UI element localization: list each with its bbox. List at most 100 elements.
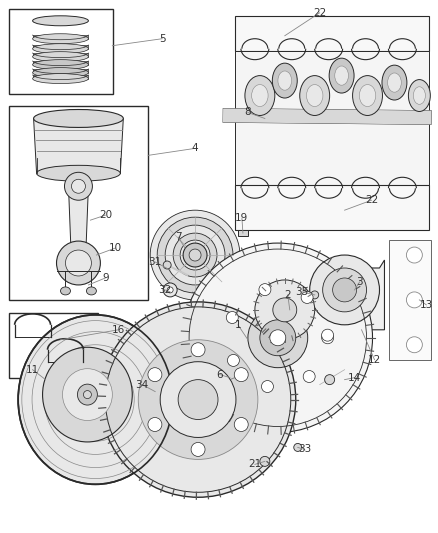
Circle shape [100, 302, 296, 497]
Circle shape [234, 368, 248, 382]
Bar [9, 106, 148, 300]
Polygon shape [34, 118, 124, 173]
Ellipse shape [32, 16, 88, 26]
Ellipse shape [359, 85, 376, 107]
Text: 35: 35 [295, 287, 308, 297]
Ellipse shape [32, 52, 88, 62]
Circle shape [71, 179, 85, 193]
Ellipse shape [272, 63, 297, 98]
Polygon shape [32, 35, 88, 39]
Circle shape [294, 443, 302, 451]
Circle shape [310, 255, 379, 325]
Circle shape [180, 240, 210, 270]
Circle shape [325, 375, 335, 385]
Circle shape [57, 241, 100, 285]
Circle shape [157, 217, 233, 293]
Text: 12: 12 [368, 354, 381, 365]
Ellipse shape [83, 391, 92, 399]
Text: 7: 7 [175, 232, 181, 242]
Circle shape [260, 320, 296, 356]
Polygon shape [32, 69, 88, 72]
Text: 22: 22 [365, 195, 378, 205]
Polygon shape [32, 45, 88, 49]
Text: 19: 19 [235, 213, 248, 223]
Circle shape [163, 261, 171, 269]
Circle shape [183, 243, 207, 267]
Polygon shape [305, 260, 385, 330]
Ellipse shape [86, 287, 96, 295]
Bar [238, 230, 248, 236]
Text: 34: 34 [136, 379, 149, 390]
Polygon shape [389, 240, 431, 360]
Circle shape [260, 456, 270, 466]
Circle shape [191, 442, 205, 456]
Circle shape [332, 278, 357, 302]
Ellipse shape [252, 85, 268, 107]
Circle shape [148, 417, 162, 432]
Text: 22: 22 [313, 8, 326, 18]
Circle shape [234, 417, 248, 432]
Circle shape [191, 343, 205, 357]
Ellipse shape [335, 66, 349, 85]
Ellipse shape [382, 65, 407, 100]
Polygon shape [32, 61, 88, 64]
Ellipse shape [78, 384, 97, 405]
Text: 20: 20 [99, 210, 112, 220]
Circle shape [165, 225, 225, 285]
Ellipse shape [32, 44, 88, 54]
Ellipse shape [32, 68, 88, 78]
Circle shape [226, 311, 238, 324]
Bar [9, 9, 113, 94]
Circle shape [64, 172, 92, 200]
Polygon shape [32, 53, 88, 56]
Circle shape [255, 280, 314, 340]
Circle shape [66, 250, 92, 276]
Ellipse shape [37, 165, 120, 181]
Text: 11: 11 [26, 365, 39, 375]
Ellipse shape [42, 347, 132, 442]
Ellipse shape [34, 109, 124, 127]
Ellipse shape [408, 79, 430, 111]
Text: 13: 13 [420, 300, 433, 310]
Ellipse shape [32, 74, 88, 84]
Ellipse shape [300, 76, 330, 116]
Text: 8: 8 [244, 108, 251, 117]
Text: 32: 32 [159, 285, 172, 295]
Polygon shape [235, 51, 429, 185]
Text: 1: 1 [235, 320, 241, 330]
Circle shape [167, 287, 173, 293]
Text: 14: 14 [348, 373, 361, 383]
Circle shape [301, 292, 313, 303]
Circle shape [321, 329, 334, 341]
Ellipse shape [32, 34, 88, 44]
Ellipse shape [63, 369, 112, 421]
Circle shape [323, 268, 367, 312]
Circle shape [303, 370, 315, 383]
Circle shape [270, 330, 286, 346]
Circle shape [248, 308, 308, 368]
Circle shape [406, 247, 422, 263]
Circle shape [189, 249, 201, 261]
Circle shape [178, 379, 218, 419]
Circle shape [148, 368, 162, 382]
Text: 31: 31 [148, 257, 162, 267]
Circle shape [173, 233, 217, 277]
Text: 21: 21 [248, 459, 261, 470]
Text: 16: 16 [112, 325, 125, 335]
Circle shape [273, 298, 297, 322]
Ellipse shape [388, 73, 401, 92]
Ellipse shape [307, 85, 323, 107]
Ellipse shape [32, 60, 88, 70]
Circle shape [261, 381, 273, 392]
Ellipse shape [18, 315, 173, 484]
Circle shape [183, 243, 372, 432]
Circle shape [163, 283, 177, 297]
Polygon shape [68, 186, 88, 263]
Polygon shape [32, 75, 88, 78]
Circle shape [160, 362, 236, 438]
Circle shape [150, 210, 240, 300]
Circle shape [227, 354, 240, 366]
Circle shape [259, 284, 271, 296]
Ellipse shape [60, 287, 71, 295]
Circle shape [321, 332, 334, 344]
